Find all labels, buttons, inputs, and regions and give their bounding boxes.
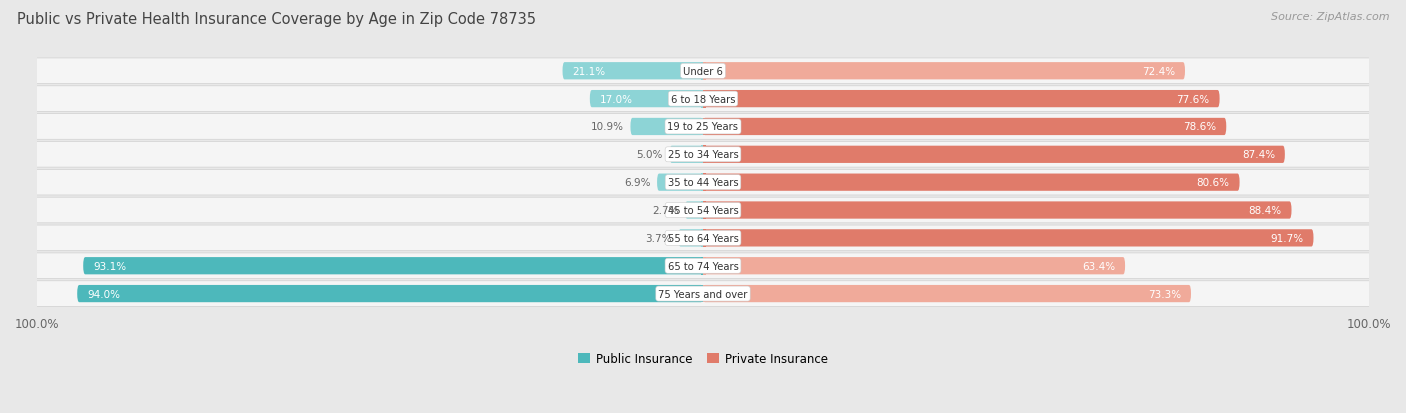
Bar bbox=[702, 202, 703, 219]
FancyBboxPatch shape bbox=[669, 146, 703, 164]
FancyBboxPatch shape bbox=[703, 257, 1125, 275]
Bar bbox=[703, 229, 706, 247]
Text: 87.4%: 87.4% bbox=[1241, 150, 1275, 160]
FancyBboxPatch shape bbox=[630, 119, 703, 136]
Bar bbox=[703, 257, 706, 275]
Bar bbox=[702, 146, 703, 164]
FancyBboxPatch shape bbox=[34, 114, 1372, 140]
Text: 88.4%: 88.4% bbox=[1249, 206, 1281, 216]
Text: 6.9%: 6.9% bbox=[624, 178, 651, 188]
Bar bbox=[703, 285, 706, 303]
Text: 77.6%: 77.6% bbox=[1177, 95, 1209, 104]
Text: 6 to 18 Years: 6 to 18 Years bbox=[671, 95, 735, 104]
Text: 17.0%: 17.0% bbox=[600, 95, 633, 104]
FancyBboxPatch shape bbox=[77, 285, 703, 302]
Legend: Public Insurance, Private Insurance: Public Insurance, Private Insurance bbox=[578, 352, 828, 365]
Bar bbox=[702, 174, 703, 192]
FancyBboxPatch shape bbox=[83, 257, 703, 275]
FancyBboxPatch shape bbox=[685, 202, 703, 219]
Bar bbox=[702, 63, 703, 81]
Text: Under 6: Under 6 bbox=[683, 66, 723, 76]
FancyBboxPatch shape bbox=[703, 202, 1292, 219]
Text: 45 to 54 Years: 45 to 54 Years bbox=[668, 206, 738, 216]
Text: 2.7%: 2.7% bbox=[652, 206, 678, 216]
Text: 91.7%: 91.7% bbox=[1271, 233, 1303, 243]
Bar bbox=[703, 202, 706, 219]
FancyBboxPatch shape bbox=[34, 87, 1372, 112]
Text: 73.3%: 73.3% bbox=[1147, 289, 1181, 299]
Text: 94.0%: 94.0% bbox=[87, 289, 120, 299]
FancyBboxPatch shape bbox=[562, 63, 703, 80]
FancyBboxPatch shape bbox=[703, 230, 1313, 247]
Text: 10.9%: 10.9% bbox=[591, 122, 624, 132]
Text: 80.6%: 80.6% bbox=[1197, 178, 1230, 188]
FancyBboxPatch shape bbox=[678, 230, 703, 247]
FancyBboxPatch shape bbox=[34, 170, 1372, 195]
Bar bbox=[703, 90, 706, 108]
Text: 25 to 34 Years: 25 to 34 Years bbox=[668, 150, 738, 160]
Text: 78.6%: 78.6% bbox=[1184, 122, 1216, 132]
Text: 75 Years and over: 75 Years and over bbox=[658, 289, 748, 299]
FancyBboxPatch shape bbox=[591, 91, 703, 108]
Text: 19 to 25 Years: 19 to 25 Years bbox=[668, 122, 738, 132]
Text: 65 to 74 Years: 65 to 74 Years bbox=[668, 261, 738, 271]
Bar bbox=[702, 118, 703, 136]
FancyBboxPatch shape bbox=[703, 174, 1240, 191]
Text: 55 to 64 Years: 55 to 64 Years bbox=[668, 233, 738, 243]
Text: 72.4%: 72.4% bbox=[1142, 66, 1175, 76]
FancyBboxPatch shape bbox=[703, 91, 1219, 108]
FancyBboxPatch shape bbox=[703, 63, 1185, 80]
FancyBboxPatch shape bbox=[703, 285, 1191, 302]
Bar bbox=[703, 118, 706, 136]
FancyBboxPatch shape bbox=[703, 119, 1226, 136]
FancyBboxPatch shape bbox=[34, 225, 1372, 251]
FancyBboxPatch shape bbox=[657, 174, 703, 191]
Bar bbox=[702, 285, 703, 303]
FancyBboxPatch shape bbox=[34, 59, 1372, 84]
Text: 35 to 44 Years: 35 to 44 Years bbox=[668, 178, 738, 188]
FancyBboxPatch shape bbox=[34, 142, 1372, 168]
FancyBboxPatch shape bbox=[34, 281, 1372, 306]
Bar bbox=[702, 229, 703, 247]
FancyBboxPatch shape bbox=[34, 198, 1372, 223]
Text: Public vs Private Health Insurance Coverage by Age in Zip Code 78735: Public vs Private Health Insurance Cover… bbox=[17, 12, 536, 27]
Bar bbox=[703, 174, 706, 192]
FancyBboxPatch shape bbox=[703, 146, 1285, 164]
Bar bbox=[702, 90, 703, 108]
Bar bbox=[702, 257, 703, 275]
Text: 5.0%: 5.0% bbox=[637, 150, 664, 160]
Text: 3.7%: 3.7% bbox=[645, 233, 672, 243]
Text: 93.1%: 93.1% bbox=[93, 261, 127, 271]
Bar bbox=[703, 63, 706, 81]
FancyBboxPatch shape bbox=[34, 253, 1372, 279]
Text: 63.4%: 63.4% bbox=[1083, 261, 1115, 271]
Bar bbox=[703, 146, 706, 164]
Text: Source: ZipAtlas.com: Source: ZipAtlas.com bbox=[1271, 12, 1389, 22]
Text: 21.1%: 21.1% bbox=[572, 66, 606, 76]
